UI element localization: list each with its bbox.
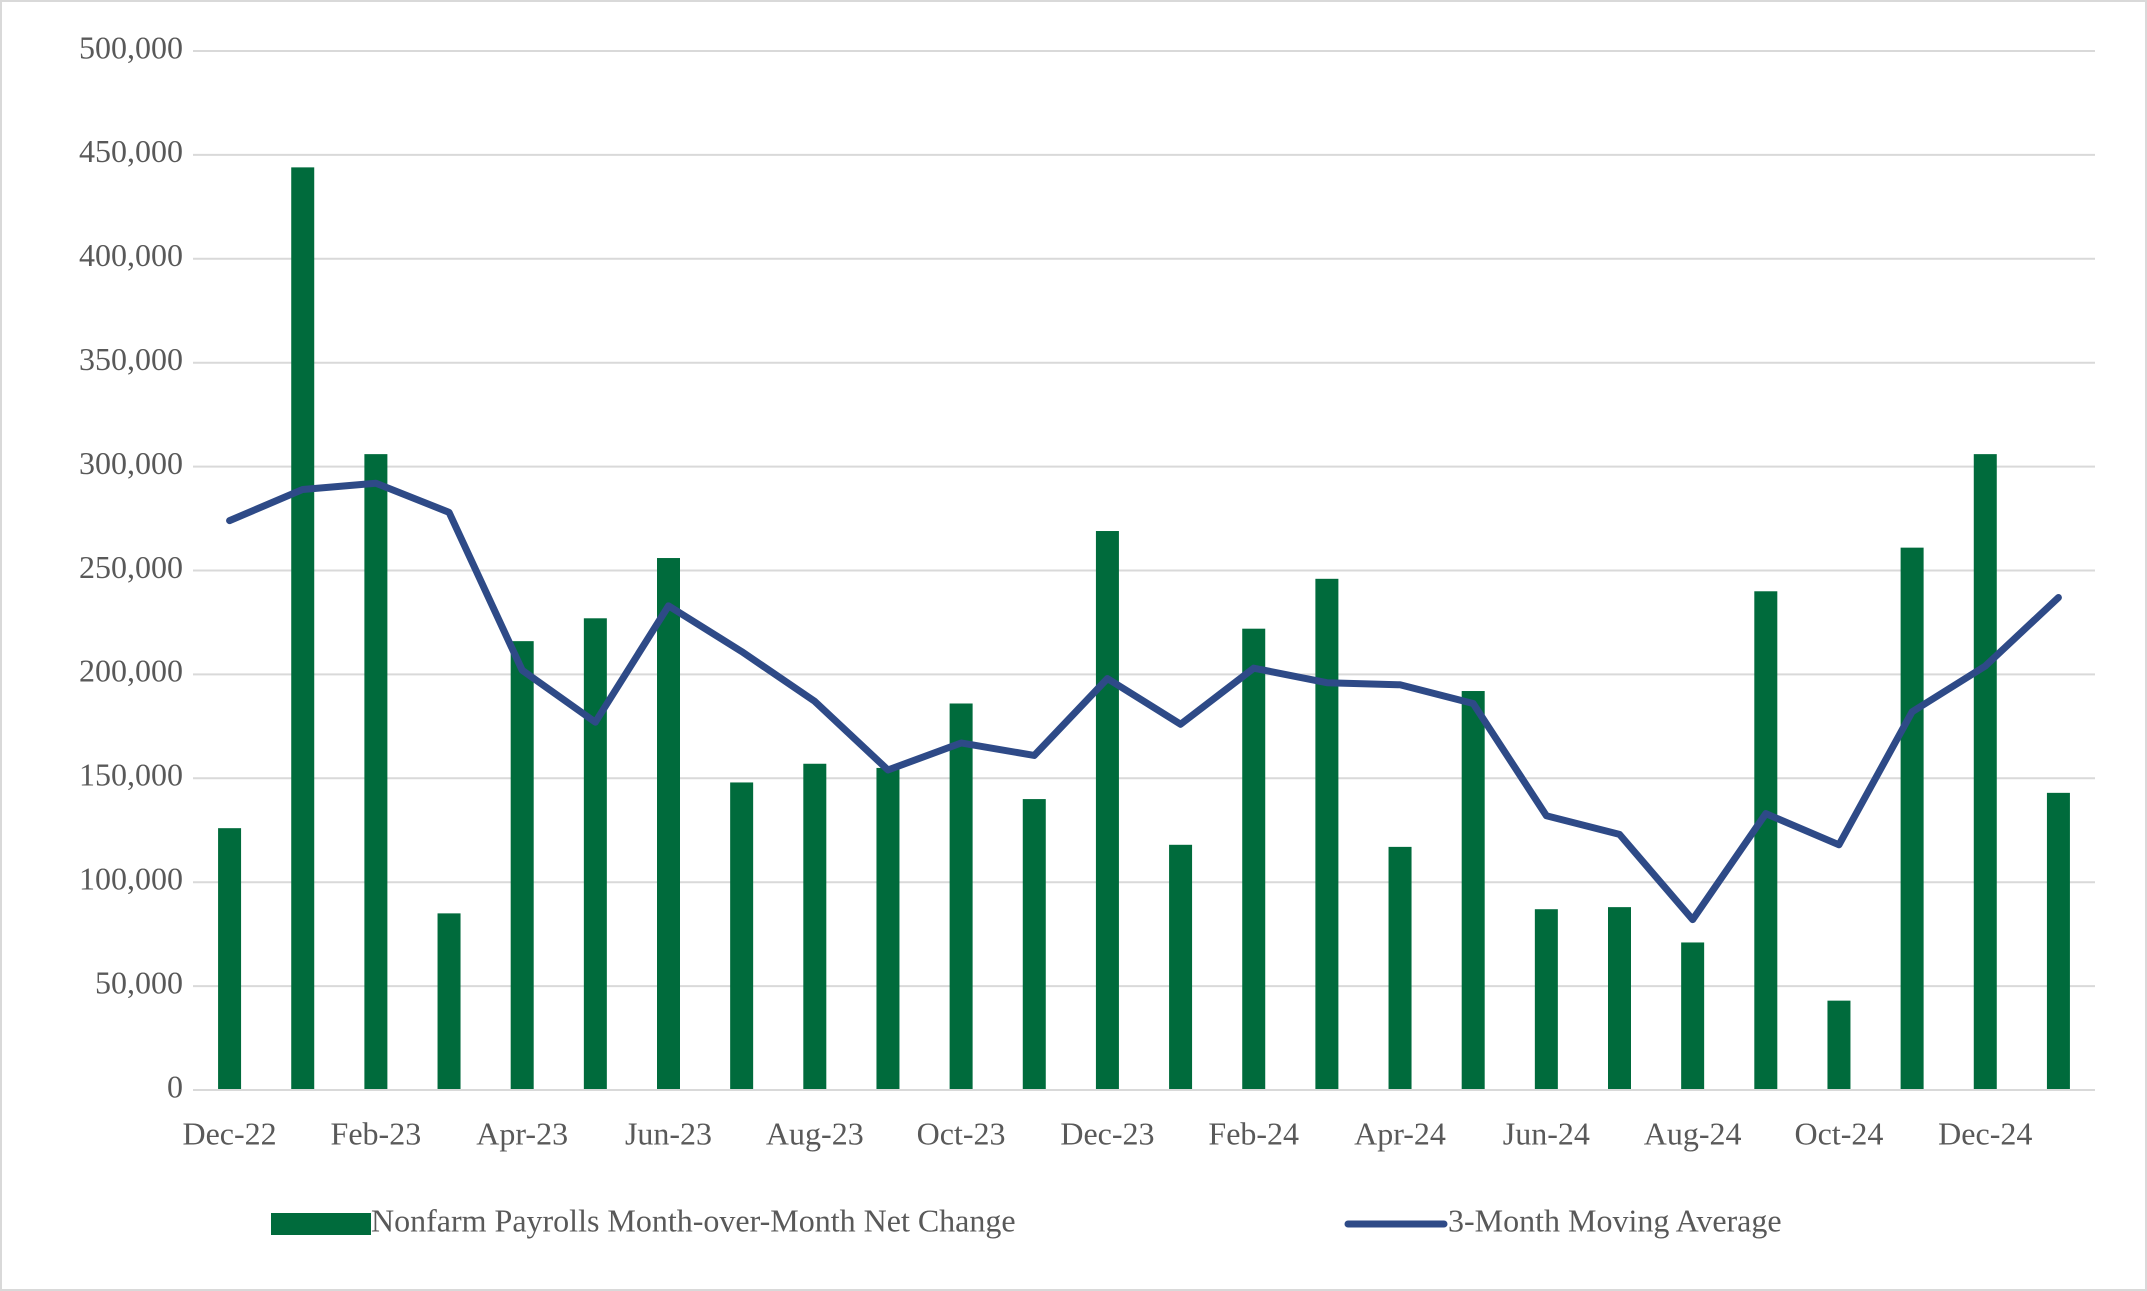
y-tick-label: 350,000 <box>79 341 183 377</box>
x-tick-label: Feb-23 <box>331 1115 422 1151</box>
x-tick-label: Apr-24 <box>1354 1115 1446 1151</box>
bar <box>1095 531 1119 1090</box>
bar <box>1169 844 1193 1090</box>
bar <box>2046 792 2070 1090</box>
bar <box>1315 578 1339 1090</box>
x-tick-label: Feb-24 <box>1208 1115 1299 1151</box>
line <box>226 479 2062 924</box>
bar <box>1681 942 1705 1090</box>
bar <box>1608 907 1631 1090</box>
x-tick-label: Dec-23 <box>1060 1115 1154 1151</box>
legend-label: 3-Month Moving Average <box>1448 1202 1782 1238</box>
y-tick-label: 300,000 <box>79 445 183 481</box>
bar <box>1388 846 1412 1090</box>
bar <box>583 618 607 1090</box>
bar <box>803 763 827 1090</box>
x-tick-label: Jun-24 <box>1503 1115 1590 1151</box>
x-tick-label: Dec-24 <box>1938 1115 2032 1151</box>
bar <box>1900 547 1924 1090</box>
y-tick-label: 100,000 <box>79 861 183 897</box>
y-tick-label: 0 <box>167 1068 183 1104</box>
x-tick-label: Aug-24 <box>1644 1115 1742 1151</box>
y-tick-label: 200,000 <box>79 653 183 689</box>
y-tick-label: 400,000 <box>79 237 183 273</box>
bar <box>437 913 461 1090</box>
bar <box>876 767 900 1090</box>
bar <box>1022 799 1046 1090</box>
legend-label: Nonfarm Payrolls Month-over-Month Net Ch… <box>371 1202 1016 1238</box>
bar <box>1242 628 1266 1090</box>
y-tick-label: 150,000 <box>79 757 183 793</box>
x-tick-label: Jun-23 <box>625 1115 712 1151</box>
legend-swatch <box>271 1213 371 1235</box>
x-tick-label: Oct-23 <box>917 1115 1006 1151</box>
y-tick-label: 250,000 <box>79 549 183 585</box>
x-tick-label: Oct-24 <box>1795 1115 1884 1151</box>
bar <box>1461 691 1485 1090</box>
bar <box>364 454 388 1091</box>
x-tick-label: Dec-22 <box>182 1115 276 1151</box>
x-tick-label: Aug-23 <box>766 1115 864 1151</box>
bar <box>657 558 680 1090</box>
bar <box>1534 909 1558 1090</box>
bar <box>1754 591 1778 1090</box>
bar <box>218 828 242 1090</box>
y-tick-label: 500,000 <box>79 29 183 65</box>
y-tick-label: 50,000 <box>95 964 183 1000</box>
bar <box>949 703 973 1090</box>
y-tick-label: 450,000 <box>79 133 183 169</box>
bar <box>730 782 754 1090</box>
bar <box>510 641 534 1090</box>
bar <box>1827 1000 1851 1090</box>
bar <box>1973 454 1997 1091</box>
x-tick-label: Apr-23 <box>476 1115 568 1151</box>
bar <box>291 167 315 1091</box>
